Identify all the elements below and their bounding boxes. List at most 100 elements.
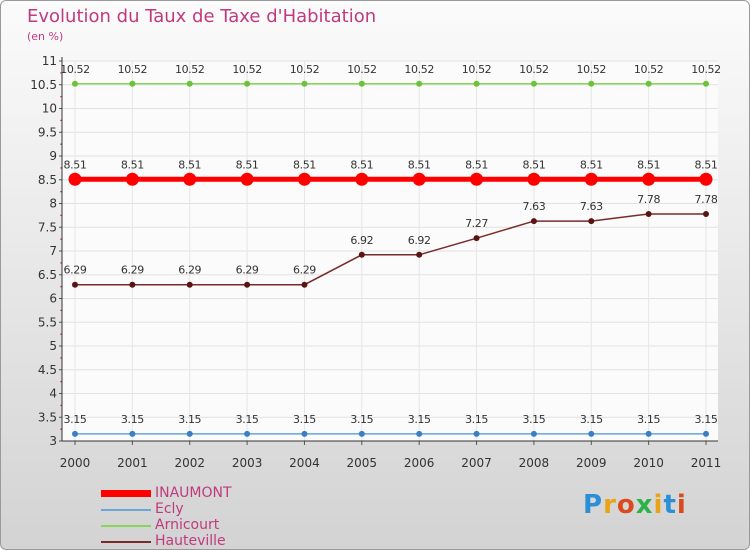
data-label-ecly: 3.15 [64,413,87,426]
data-point-arnicourt [416,80,423,87]
data-label-arnicourt: 10.52 [347,63,377,76]
data-point-inaumont [355,172,369,186]
data-label-hauteville: 7.63 [580,200,603,213]
data-point-hauteville [416,251,423,258]
data-point-arnicourt [473,80,480,87]
data-point-hauteville [301,281,308,288]
legend-swatch [101,541,151,543]
data-label-ecly: 3.15 [695,413,718,426]
y-tick-label: 4 [49,387,57,401]
data-point-hauteville [72,281,78,288]
data-label-ecly: 3.15 [408,413,431,426]
y-tick-label: 8 [49,197,57,211]
data-point-ecly [588,430,595,437]
data-point-inaumont [470,172,484,186]
data-point-ecly [473,430,480,437]
y-minor-tick [60,143,62,145]
logo-letter: o [616,490,636,520]
x-tick-label: 2001 [117,456,148,470]
data-point-hauteville [530,218,537,225]
data-label-ecly: 3.15 [236,413,259,426]
data-point-ecly [129,430,136,437]
y-tick-label: 4.5 [38,363,57,377]
data-point-inaumont [584,172,598,186]
data-point-ecly [244,430,251,437]
data-label-inaumont: 8.51 [695,158,718,171]
y-minor-tick [60,428,62,430]
data-label-arnicourt: 10.52 [634,63,664,76]
data-label-inaumont: 8.51 [236,158,259,171]
proxiti-logo: Proxiti [583,490,687,520]
x-tick-label: 2000 [60,456,91,470]
data-point-arnicourt [703,80,709,87]
legend-swatch [101,490,151,497]
logo-letter: i [653,490,664,520]
chart-unit-label: (en %) [27,30,64,43]
data-label-arnicourt: 10.52 [519,63,549,76]
logo-letter: r [603,490,617,520]
y-tick-label: 3.5 [38,410,57,424]
data-point-ecly [645,430,652,437]
data-label-hauteville: 6.29 [64,264,87,277]
y-minor-tick [60,119,62,122]
x-tick-label: 2008 [519,456,550,470]
y-minor-tick [60,380,62,383]
data-label-arnicourt: 10.52 [60,63,90,76]
data-label-arnicourt: 10.52 [290,63,320,76]
y-minor-tick [60,214,62,217]
data-label-arnicourt: 10.52 [577,63,607,76]
data-point-inaumont [412,172,426,186]
x-tick-label: 2010 [633,456,664,470]
data-label-arnicourt: 10.52 [691,63,721,76]
data-label-inaumont: 8.51 [408,158,431,171]
data-point-ecly [530,430,537,437]
data-point-inaumont [527,172,541,186]
x-tick-label: 2002 [174,456,205,470]
x-tick-label: 2007 [461,456,492,470]
data-point-ecly [186,430,193,437]
data-label-ecly: 3.15 [637,413,660,426]
data-point-inaumont [642,172,656,186]
data-label-inaumont: 8.51 [637,158,660,171]
y-minor-tick [60,95,62,98]
y-tick-label: 5 [49,339,57,353]
data-label-ecly: 3.15 [121,413,144,426]
data-label-ecly: 3.15 [350,413,373,426]
data-label-hauteville: 6.29 [121,264,144,277]
legend-swatch [101,509,151,511]
data-label-arnicourt: 10.52 [118,63,148,76]
data-point-arnicourt [129,80,136,87]
legend-label: Arnicourt [155,517,220,533]
data-point-hauteville [703,210,709,217]
data-point-hauteville [645,210,652,217]
legend-swatch [101,525,151,527]
y-minor-tick [60,262,62,264]
data-point-hauteville [588,218,595,225]
data-point-ecly [72,430,78,437]
y-minor-tick [60,72,62,74]
x-tick-label: 2009 [576,456,607,470]
data-label-hauteville: 7.78 [637,193,660,206]
data-label-hauteville: 6.29 [293,264,316,277]
data-label-inaumont: 8.51 [293,158,316,171]
y-minor-tick [60,309,62,312]
data-label-inaumont: 8.51 [64,158,87,171]
y-tick-label: 7 [49,244,57,258]
y-tick-label: 6 [49,292,57,306]
data-point-ecly [358,430,365,437]
data-label-inaumont: 8.51 [178,158,201,171]
data-point-ecly [301,430,308,437]
data-label-ecly: 3.15 [522,413,545,426]
series-line-hauteville [75,213,706,286]
data-label-arnicourt: 10.52 [232,63,262,76]
y-tick-label: 10 [42,102,57,116]
legend-label: Ecly [155,501,184,517]
data-point-inaumont [240,172,254,186]
data-point-arnicourt [301,80,308,87]
data-point-hauteville [186,281,193,288]
data-label-hauteville: 7.27 [465,217,488,230]
x-tick-label: 2005 [347,456,378,470]
y-tick-label: 9.5 [38,125,57,139]
